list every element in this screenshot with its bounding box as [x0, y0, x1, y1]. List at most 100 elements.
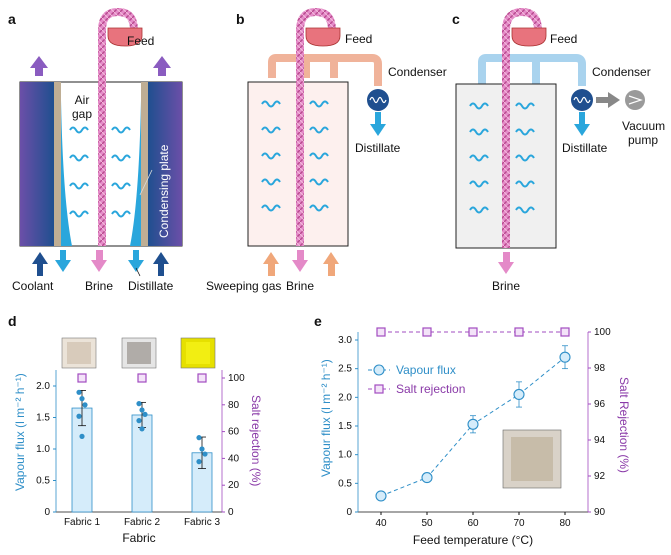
distillate-film-left: [61, 100, 72, 246]
feed-label-c: Feed: [550, 32, 577, 46]
coolant-channel-left: [20, 82, 54, 246]
x-axis-label-d: Fabric: [122, 531, 155, 545]
data-point-d: [199, 446, 205, 452]
y-axis-label-d: Vapour flux (l m⁻² h⁻¹): [13, 373, 27, 491]
y-tick-label-d: 1.0: [36, 444, 50, 455]
y2-tick-label-d: 20: [228, 480, 240, 491]
vapour-waves-c: [469, 102, 535, 214]
y-tick-label-e: 1.0: [338, 450, 352, 461]
y2-tick-label-e: 90: [594, 507, 606, 518]
x-tick-label-d: Fabric 3: [184, 517, 221, 528]
brine-label-a: Brine: [85, 279, 113, 293]
vapour-wave-icon: [309, 100, 329, 108]
panel-b: b Feed Condenser Distillate Sweeping gas…: [206, 7, 447, 293]
y2-tick-label-d: 60: [228, 427, 240, 438]
vacuum-manifold-c: [478, 54, 586, 86]
vapour-wave-icon: [515, 180, 535, 188]
feed-label-a: Feed: [127, 34, 154, 48]
vapour-wave-icon: [261, 126, 281, 134]
vapour-wave-icon: [69, 126, 89, 134]
panel-a-letter: a: [8, 11, 16, 27]
data-point-d: [76, 413, 82, 419]
vapour-wave-icon: [111, 154, 131, 162]
vapour-wave-icon: [515, 102, 535, 110]
y-tick-label-e: 3.0: [338, 335, 352, 346]
brine-out-arrow-a: [91, 250, 107, 272]
vapour-wave-icon: [309, 178, 329, 186]
sweep-arrow-in-1: [263, 252, 279, 276]
feed-tank-c: [511, 27, 547, 47]
y-tick-label-e: 0.5: [338, 478, 352, 489]
y-tick-label-d: 0.5: [36, 476, 50, 487]
data-point-d: [196, 435, 202, 441]
y-tick-label-e: 0: [346, 507, 352, 518]
vapour-wave-icon: [261, 100, 281, 108]
y2-tick-label-d: 80: [228, 400, 240, 411]
flux-point-e: [375, 490, 387, 502]
y-tick-label-e: 2.5: [338, 364, 352, 375]
data-point-d: [79, 433, 85, 439]
condensing-plate-right: [141, 82, 148, 246]
salt-point-e: [422, 327, 432, 337]
distillate-label-a: Distillate: [128, 279, 174, 293]
flux-point-e: [421, 472, 433, 484]
vapour-wave-icon: [261, 152, 281, 160]
panel-d: d 0 0.5 1.0 1.5 2.0 0 20 40 60 80 100 Fabric 1 Fabri…: [8, 313, 263, 545]
distillate-label-c: Distillate: [562, 141, 608, 155]
distillate-film-right: [130, 100, 141, 246]
coolant-in-arrow-left: [32, 252, 48, 276]
condensing-plate-left: [54, 82, 61, 246]
vapour-up-arrow-right: [153, 56, 171, 76]
coolant-in-arrow-right: [153, 252, 169, 276]
vapour-wave-icon: [309, 204, 329, 212]
data-point-d: [82, 402, 88, 408]
x-tick-label-d: Fabric 2: [124, 517, 161, 528]
distillate-arrow-b: [370, 112, 386, 136]
y2-tick-label-e: 92: [594, 471, 606, 482]
data-point-d: [136, 401, 142, 407]
panel-e: e 40 50 60 70 80 0 0.5 1.0 1.5 2.0 2.5 3.0 90 92 94 96 9…: [314, 313, 631, 547]
vapour-wave-icon: [515, 154, 535, 162]
brine-label-c: Brine: [492, 279, 520, 293]
legend-flux-label: Vapour flux: [396, 363, 456, 377]
distillate-pointer-a: [135, 267, 141, 277]
x-tick-label-e: 50: [421, 518, 433, 529]
salt-point-e: [468, 327, 478, 337]
vapour-up-arrow-left: [30, 56, 48, 76]
sweep-manifold-b: [268, 54, 382, 86]
y-tick-label-d: 2.0: [36, 381, 50, 392]
y2-tick-label-d: 100: [228, 373, 245, 384]
vacuum-pump-label-1: Vacuum: [622, 119, 665, 133]
distillate-out-arrow-left: [55, 250, 71, 272]
salt-point-e: [376, 327, 386, 337]
panel-d-letter: d: [8, 313, 17, 329]
legend-flux-marker: [373, 364, 385, 376]
plate-pointer: [139, 169, 153, 196]
chart-e: 40 50 60 70 80 0 0.5 1.0 1.5 2.0 2.5 3.0 90 92 94 96 98 1…: [319, 327, 631, 547]
vapour-waves-a: [69, 126, 131, 218]
vacuum-pump-icon: [625, 90, 645, 110]
flux-point-e: [513, 388, 525, 401]
y-axis-label-e: Vapour flux (l m⁻² h⁻¹): [319, 359, 333, 477]
vapour-wave-icon: [469, 102, 489, 110]
salt-point-e: [514, 327, 524, 337]
panel-a: a Feed Air gap Condensing plate: [8, 7, 183, 293]
vacuum-arrow-c: [596, 92, 620, 108]
condenser-label-c: Condenser: [592, 65, 651, 79]
x-tick-label-d: Fabric 1: [64, 517, 101, 528]
sweeping-gas-label: Sweeping gas: [206, 279, 281, 293]
distillate-label-b: Distillate: [355, 141, 401, 155]
vapour-wave-icon: [261, 204, 281, 212]
y2-tick-label-e: 96: [594, 399, 606, 410]
data-point-d: [202, 451, 208, 457]
x-tick-label-e: 80: [559, 518, 571, 529]
vapour-wave-icon: [69, 154, 89, 162]
chart-d: 0 0.5 1.0 1.5 2.0 0 20 40 60 80 100 Fabric 1 Fabric …: [13, 370, 263, 545]
panel-c: c Feed Condenser Vacuum pump Distillate …: [452, 7, 665, 293]
y2-tick-label-e: 94: [594, 435, 606, 446]
y-tick-label-e: 1.5: [338, 421, 352, 432]
vapour-wave-icon: [469, 128, 489, 136]
vapour-wave-icon: [69, 182, 89, 190]
y2-axis-label-d: Salt rejection (%): [249, 395, 263, 486]
panel-e-letter: e: [314, 313, 322, 329]
